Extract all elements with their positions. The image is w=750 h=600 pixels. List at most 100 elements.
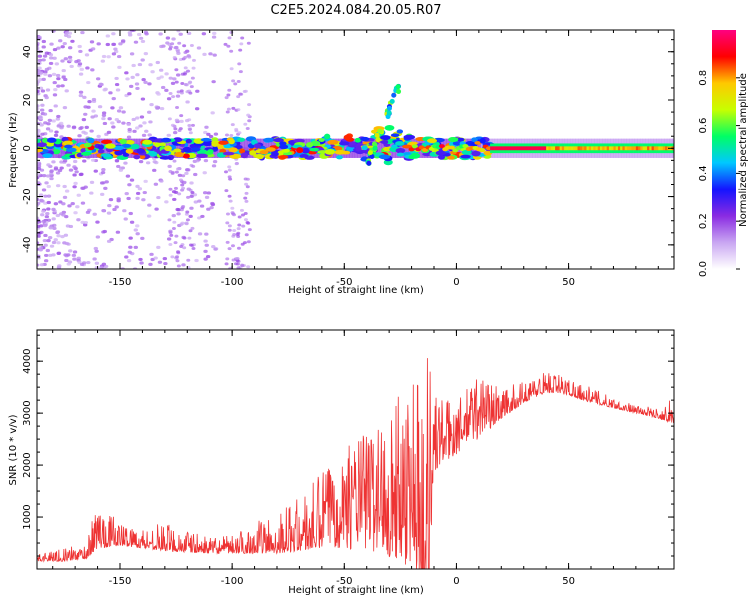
heatmap-speck: [97, 105, 103, 109]
heatmap-speck: [154, 207, 159, 211]
heatmap-speck: [137, 62, 143, 67]
heatmap-tone-cell: [591, 146, 594, 151]
heatmap-tone-cell: [620, 146, 623, 151]
colorbar-tick-label: 0.8: [698, 70, 709, 86]
heatmap-speck: [144, 129, 149, 133]
heatmap-speck: [195, 159, 200, 163]
heatmap-speck: [37, 107, 40, 111]
heatmap-speck: [191, 66, 196, 70]
heatmap-speck: [52, 56, 57, 60]
heatmap-blob: [411, 144, 418, 149]
heatmap-speck: [84, 125, 89, 130]
heatmap-blob: [278, 155, 289, 159]
heatmap-drift-blob: [366, 160, 372, 166]
heatmap-tone-cell: [508, 146, 511, 151]
heatmap-speck: [44, 215, 50, 219]
heatmap-speck: [146, 214, 152, 218]
heatmap-speck: [184, 222, 189, 226]
snr-frame: [36, 329, 675, 570]
heatmap-blob: [408, 154, 417, 160]
heatmap-speck: [231, 79, 236, 83]
heatmap-speck: [133, 40, 139, 44]
heatmap-speck: [230, 206, 235, 210]
heatmap-tone-cell: [608, 146, 612, 151]
heatmap-speck: [172, 220, 177, 224]
heatmap-speck: [59, 160, 64, 164]
heatmap-speck: [157, 260, 163, 264]
heatmap-speck: [41, 174, 47, 178]
heatmap-speck: [101, 54, 107, 59]
heatmap-speck: [101, 116, 106, 121]
heatmap-speck: [44, 96, 49, 100]
heatmap-speck: [43, 194, 48, 198]
heatmap-blob: [37, 142, 47, 148]
heatmap-speck: [176, 208, 181, 212]
heatmap-blob: [164, 145, 172, 152]
heatmap-speck: [225, 240, 230, 244]
heatmap-speck: [204, 195, 210, 199]
heatmap-blob: [396, 129, 404, 134]
heatmap-speck: [42, 112, 48, 116]
heatmap-speck: [118, 168, 124, 172]
heatmap-speck: [58, 200, 63, 204]
heatmap-tone-cell: [579, 146, 583, 151]
heatmap-blob: [237, 137, 246, 142]
colorbar-tick-label: 0.0: [698, 261, 709, 277]
heatmap-blob: [471, 150, 481, 157]
y-tick-label: 4000: [22, 348, 33, 373]
heatmap-speck: [200, 214, 205, 219]
heatmap-speck: [247, 119, 252, 123]
heatmap-speck: [99, 181, 105, 185]
heatmap-band-cell: [144, 138, 148, 158]
heatmap-blob: [46, 137, 57, 143]
heatmap-speck: [146, 110, 152, 114]
heatmap-speck: [126, 258, 132, 263]
heatmap-speck: [176, 264, 181, 268]
heatmap-speck: [238, 70, 243, 74]
heatmap-speck: [78, 90, 84, 94]
heatmap-blob: [474, 141, 482, 145]
heatmap-speck: [49, 169, 54, 174]
heatmap-blob: [324, 149, 336, 155]
heatmap-blob: [218, 140, 229, 145]
heatmap-blob: [339, 141, 350, 146]
heatmap-speck: [126, 122, 131, 127]
heatmap-blob: [360, 136, 370, 142]
heatmap-speck: [173, 190, 179, 195]
heatmap-speck: [188, 243, 193, 247]
heatmap-speck: [111, 125, 116, 129]
heatmap-speck: [93, 169, 98, 173]
heatmap-blob: [105, 143, 116, 149]
heatmap-blob: [211, 141, 219, 147]
heatmap-blob: [87, 138, 95, 144]
heatmap-speck: [72, 173, 77, 177]
heatmap-speck: [89, 191, 94, 195]
heatmap-speck: [141, 133, 147, 137]
heatmap-speck: [89, 180, 95, 184]
heatmap-speck: [75, 205, 80, 209]
heatmap-speck: [129, 84, 134, 89]
heatmap-speck: [55, 213, 61, 218]
heatmap-blob: [174, 151, 184, 158]
heatmap-speck: [56, 84, 61, 88]
heatmap-speck: [57, 264, 62, 268]
heatmap-speck: [37, 46, 40, 50]
heatmap-speck: [49, 172, 54, 176]
heatmap-speck: [244, 182, 249, 186]
heatmap-speck: [176, 30, 181, 33]
heatmap-drift-blob: [396, 89, 402, 95]
heatmap-speck: [177, 192, 182, 196]
heatmap-speck: [204, 125, 209, 129]
heatmap-speck: [150, 70, 155, 74]
heatmap-speck: [162, 256, 168, 261]
heatmap-speck: [246, 221, 251, 225]
heatmap-speck: [78, 126, 83, 131]
heatmap-speck: [43, 233, 48, 238]
heatmap-speck: [61, 202, 66, 206]
heatmap-speck: [83, 220, 89, 225]
heatmap-speck: [237, 131, 242, 135]
y-tick-label: 1000: [22, 504, 33, 529]
heatmap-speck: [37, 66, 42, 70]
heatmap-speck: [187, 81, 192, 85]
heatmap-speck: [57, 168, 63, 173]
